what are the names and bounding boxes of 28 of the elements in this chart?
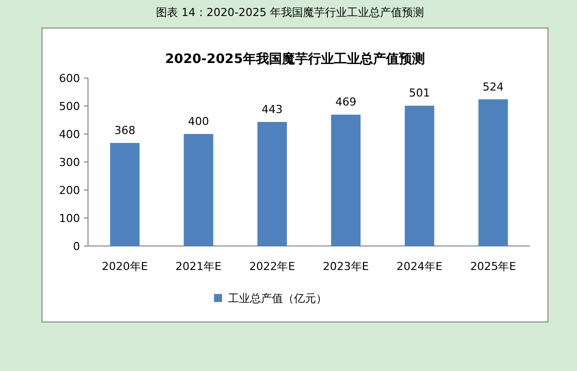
bar (110, 142, 140, 246)
bar (478, 99, 508, 246)
y-tick-label: 500 (59, 100, 80, 113)
chart-title: 2020-2025年我国魔芋行业工业总产值预测 (165, 51, 425, 67)
x-tick-label: 2024年E (396, 260, 443, 273)
text: 图表 14：2020-2025 年我国魔芋行业工业总产值预测 (156, 6, 424, 19)
y-tick-label: 200 (59, 184, 80, 197)
data-label: 443 (262, 102, 283, 116)
bar (331, 114, 361, 246)
y-tick-label: 300 (59, 156, 80, 169)
data-label: 368 (114, 124, 136, 137)
bar (404, 106, 434, 246)
x-tick-label: 2020年E (102, 260, 148, 273)
y-tick-label: 600 (59, 72, 80, 85)
data-label: 524 (482, 80, 504, 94)
y-tick-label: 0 (73, 240, 80, 253)
data-label: 400 (188, 115, 209, 128)
x-tick-label: 2023年E (322, 260, 369, 273)
data-label: 501 (409, 86, 430, 100)
legend-label: 工业总产值（亿元） (228, 292, 327, 305)
y-tick-label: 400 (59, 128, 80, 141)
y-tick-label: 100 (59, 212, 80, 225)
bar (257, 122, 287, 246)
x-tick-label: 2025年E (470, 260, 516, 273)
x-tick-label: 2021年E (176, 260, 222, 273)
x-tick-label: 2022年E (249, 260, 296, 273)
data-label: 469 (335, 96, 356, 109)
bar (184, 134, 214, 246)
